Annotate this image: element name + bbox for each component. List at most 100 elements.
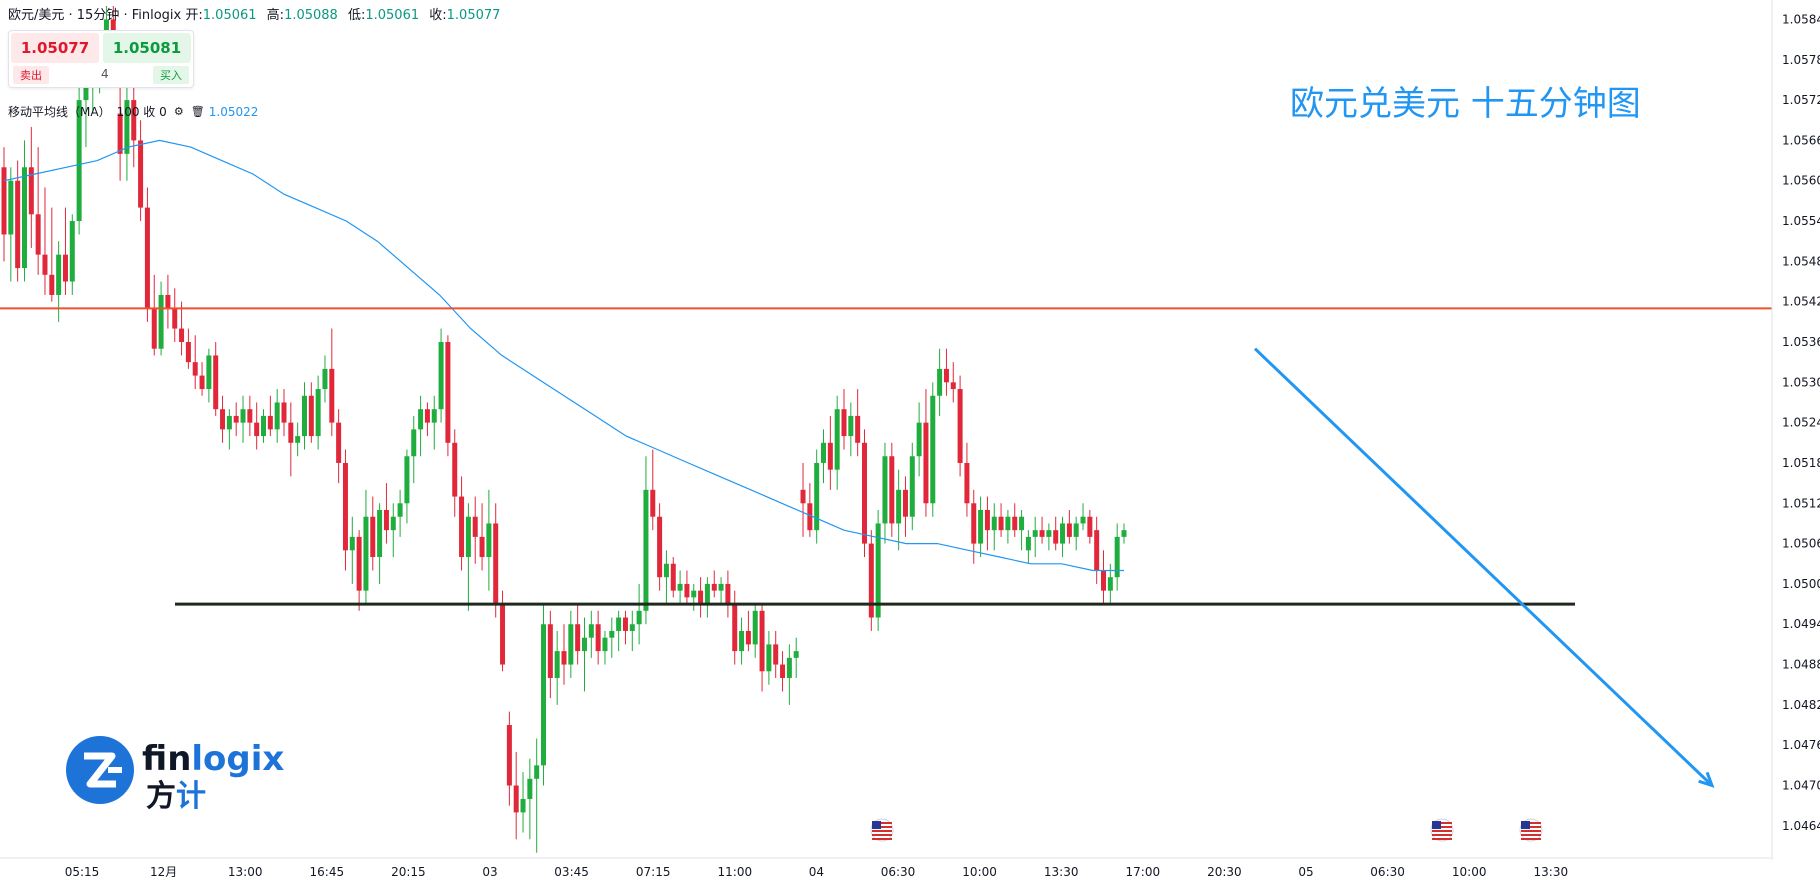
- candle-body[interactable]: [349, 536, 355, 551]
- candle-body[interactable]: [472, 516, 478, 537]
- candle-body[interactable]: [465, 516, 471, 558]
- candle-body[interactable]: [971, 503, 977, 544]
- candle-body[interactable]: [383, 510, 389, 531]
- candle-body[interactable]: [247, 409, 253, 423]
- candle-body[interactable]: [329, 368, 335, 423]
- candle-body[interactable]: [663, 563, 669, 578]
- candle-body[interactable]: [943, 368, 949, 383]
- candle-body[interactable]: [937, 368, 943, 396]
- candle-body[interactable]: [1114, 536, 1120, 578]
- candle-body[interactable]: [841, 409, 847, 437]
- candle-body[interactable]: [889, 456, 895, 524]
- candle-body[interactable]: [459, 496, 465, 558]
- candle-body[interactable]: [281, 402, 287, 423]
- candle-body[interactable]: [1073, 523, 1079, 537]
- candle-body[interactable]: [185, 342, 191, 363]
- candle-body[interactable]: [431, 409, 437, 423]
- candle-body[interactable]: [930, 395, 936, 504]
- candle-body[interactable]: [370, 516, 376, 558]
- candle-body[interactable]: [1053, 530, 1059, 544]
- candle-body[interactable]: [875, 523, 881, 618]
- candle-body[interactable]: [957, 389, 963, 463]
- candle-body[interactable]: [793, 651, 799, 658]
- candle-body[interactable]: [991, 516, 997, 531]
- candle-body[interactable]: [213, 355, 219, 410]
- candle-body[interactable]: [773, 644, 779, 665]
- candle-body[interactable]: [452, 442, 458, 497]
- candle-body[interactable]: [821, 442, 827, 463]
- candle-body[interactable]: [1046, 530, 1052, 537]
- candle-body[interactable]: [233, 415, 239, 423]
- candle-body[interactable]: [1025, 536, 1031, 551]
- candle-body[interactable]: [541, 624, 547, 766]
- candle-body[interactable]: [581, 637, 587, 652]
- candle-body[interactable]: [923, 422, 929, 504]
- candle-body[interactable]: [363, 516, 369, 591]
- candle-body[interactable]: [274, 402, 280, 430]
- candle-body[interactable]: [336, 422, 342, 463]
- candle-body[interactable]: [800, 489, 806, 504]
- candle-body[interactable]: [896, 489, 902, 524]
- buy-button[interactable]: 买入: [153, 66, 189, 84]
- candle-body[interactable]: [602, 637, 608, 652]
- forecast-arrow[interactable]: [1253, 347, 1715, 788]
- candle-body[interactable]: [609, 630, 615, 638]
- candle-body[interactable]: [677, 583, 683, 591]
- candle-body[interactable]: [226, 415, 232, 430]
- candle-body[interactable]: [834, 409, 840, 470]
- candle-body[interactable]: [759, 610, 765, 672]
- us-flag-icon[interactable]: [1430, 818, 1454, 842]
- candle-body[interactable]: [561, 651, 567, 665]
- candle-body[interactable]: [28, 167, 34, 215]
- candle-body[interactable]: [254, 422, 260, 437]
- candle-body[interactable]: [206, 355, 212, 390]
- candle-body[interactable]: [103, 19, 109, 40]
- candle-body[interactable]: [62, 254, 68, 282]
- candle-body[interactable]: [56, 254, 62, 295]
- candle-body[interactable]: [984, 510, 990, 531]
- candle-body[interactable]: [745, 630, 751, 645]
- candle-body[interactable]: [1039, 530, 1045, 537]
- candle-body[interactable]: [424, 409, 430, 423]
- candle-body[interactable]: [766, 644, 772, 672]
- candle-body[interactable]: [868, 543, 874, 618]
- candle-body[interactable]: [950, 382, 956, 390]
- candle-body[interactable]: [76, 100, 82, 222]
- candle-body[interactable]: [1019, 516, 1025, 531]
- candle-body[interactable]: [124, 100, 130, 154]
- candle-body[interactable]: [151, 308, 157, 349]
- candle-body[interactable]: [486, 523, 492, 558]
- candle-body[interactable]: [49, 274, 55, 295]
- candle-body[interactable]: [295, 436, 301, 443]
- candle-body[interactable]: [315, 389, 321, 437]
- candle-body[interactable]: [554, 651, 560, 678]
- candle-body[interactable]: [807, 503, 813, 531]
- candle-body[interactable]: [411, 429, 417, 457]
- sell-price-button[interactable]: 1.05077: [11, 33, 99, 63]
- candle-body[interactable]: [855, 415, 861, 443]
- candle-body[interactable]: [1066, 523, 1072, 537]
- candle-body[interactable]: [1087, 516, 1093, 537]
- candle-body[interactable]: [192, 362, 198, 376]
- candle-body[interactable]: [534, 765, 540, 779]
- candle-body[interactable]: [267, 415, 273, 430]
- candle-body[interactable]: [1, 167, 7, 235]
- candle-body[interactable]: [643, 489, 649, 611]
- candle-body[interactable]: [69, 221, 75, 282]
- candle-body[interactable]: [916, 422, 922, 457]
- candle-body[interactable]: [144, 207, 150, 309]
- candle-body[interactable]: [1080, 516, 1086, 524]
- candle-body[interactable]: [506, 725, 512, 786]
- sell-button[interactable]: 卖出: [13, 66, 49, 84]
- candle-body[interactable]: [636, 610, 642, 625]
- candle-body[interactable]: [158, 294, 164, 349]
- candle-body[interactable]: [1107, 577, 1113, 591]
- candle-body[interactable]: [998, 516, 1004, 531]
- candle-body[interactable]: [978, 510, 984, 544]
- candle-body[interactable]: [780, 664, 786, 678]
- candle-body[interactable]: [1101, 570, 1107, 591]
- candle-body[interactable]: [1032, 530, 1038, 537]
- candle-body[interactable]: [861, 442, 867, 544]
- candle-body[interactable]: [83, 86, 89, 101]
